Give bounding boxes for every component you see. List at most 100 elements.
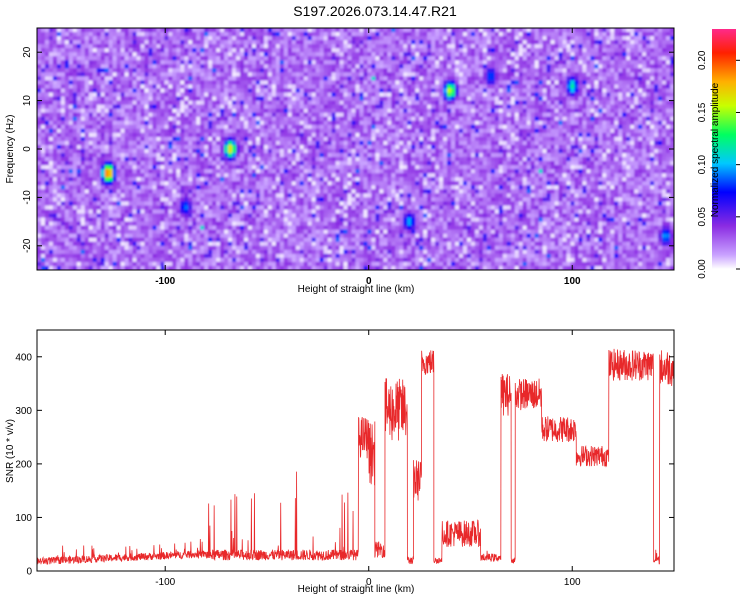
spectrogram-cell	[180, 52, 185, 57]
spectrogram-cell	[255, 265, 261, 270]
spectrogram-cell	[355, 100, 361, 106]
spectrogram-cell	[140, 80, 146, 86]
spectrogram-cell	[335, 213, 341, 219]
spectrogram-cell	[196, 84, 201, 90]
spectrogram-cell	[96, 44, 102, 49]
spectrogram-cell	[259, 229, 265, 235]
spectrogram-cell	[64, 108, 70, 114]
spectrogram-cell	[208, 116, 213, 122]
spectrogram-cell	[84, 108, 90, 114]
spectrogram-cell	[192, 56, 197, 61]
spectrogram-cell	[168, 257, 173, 263]
spectrogram-cell	[84, 120, 90, 126]
spectrogram-cell	[80, 209, 86, 215]
spectrogram-cell	[307, 233, 313, 239]
spectrogram-cell	[156, 80, 162, 86]
spectrogram-cell	[188, 40, 193, 45]
spectrogram-cell	[68, 237, 74, 243]
spectrogram-cell	[367, 68, 373, 73]
spectrogram-cell	[303, 161, 309, 166]
spectrogram-cell	[104, 233, 110, 239]
spectrogram-cell	[279, 68, 285, 73]
spectrogram-cell	[132, 32, 138, 37]
spectrogram-cell	[259, 128, 265, 134]
spectrogram-cell	[184, 173, 189, 178]
spectrogram-cell	[228, 241, 233, 247]
spectrogram-cell	[96, 233, 102, 239]
spectrogram-cell	[323, 205, 329, 211]
spectrogram-cell	[152, 100, 158, 106]
spectrogram-cell	[240, 120, 245, 126]
spectrogram-cell	[148, 32, 154, 37]
spectrogram-cell	[44, 56, 50, 61]
spectrogram-cell	[335, 161, 341, 166]
spectrogram-cell	[351, 132, 357, 138]
spectrogram-cell	[307, 221, 313, 227]
spectrogram-cell	[283, 36, 289, 41]
spectrogram-cell	[156, 209, 162, 215]
spectrogram-cell	[112, 189, 118, 194]
spectrogram-cell	[84, 265, 90, 270]
spectrogram-cell	[188, 165, 193, 170]
spectrogram-cell	[168, 112, 173, 118]
spectrogram-cell	[327, 185, 333, 190]
spectrogram-cell	[56, 48, 62, 53]
spectrogram-cell	[172, 205, 177, 211]
spectrogram-cell	[172, 124, 177, 130]
spectrogram-cell	[172, 84, 177, 90]
spectrogram-cell	[60, 120, 66, 126]
spectrogram-cell	[48, 84, 54, 90]
spectrogram-cell	[299, 209, 305, 215]
spectrogram-cell	[259, 40, 265, 45]
spectrogram-cell	[56, 40, 62, 45]
spectrogram-cell	[184, 88, 189, 94]
spectrogram-cell	[311, 217, 317, 223]
spectrogram-cell	[343, 84, 349, 90]
spectrogram-cell	[263, 173, 269, 178]
spectrogram-cell	[128, 193, 134, 198]
spectrogram-cell	[283, 124, 289, 130]
spectrogram-cell	[339, 96, 345, 102]
spectrogram-cell	[68, 120, 74, 126]
spectrogram-cell	[271, 108, 277, 114]
spectrogram-cell	[343, 44, 349, 49]
spectrogram-cell	[64, 249, 70, 255]
spectrogram-cell	[92, 68, 98, 73]
spectrogram-cell	[232, 124, 237, 130]
spectrogram-cell	[232, 173, 237, 178]
spectrogram-cell	[176, 116, 181, 122]
spectrogram-cell	[363, 225, 369, 231]
spectrogram-cell	[108, 157, 114, 162]
spectrogram-cell	[208, 189, 213, 194]
spectrogram-cell	[188, 52, 193, 57]
spectrogram-cell	[124, 233, 130, 239]
spectrogram-cell	[176, 161, 181, 166]
spectrogram-cell	[303, 261, 309, 267]
spectrogram-cell	[60, 52, 66, 57]
spectrogram-cell	[212, 64, 217, 69]
spectrogram-cell	[80, 189, 86, 194]
spectrogram-cell	[68, 128, 74, 134]
spectrogram-cell	[251, 104, 257, 110]
spectrogram-cell	[343, 205, 349, 211]
spectrogram-cell	[60, 128, 66, 134]
spectrogram-cell	[343, 265, 349, 270]
spectrogram-cell	[355, 80, 361, 86]
spectrogram-cell	[64, 169, 70, 174]
spectrogram-cell	[200, 108, 205, 114]
spectrogram-cell	[156, 225, 162, 231]
spectrogram-cell	[363, 32, 369, 37]
spectrogram-cell	[347, 60, 353, 65]
spectrogram-cell	[52, 124, 58, 130]
spectrogram-cell	[244, 257, 249, 263]
spectrogram-cell	[200, 205, 205, 211]
spectrogram-cell	[244, 245, 249, 251]
spectrogram-cell	[359, 157, 365, 162]
spectrogram-cell	[180, 64, 185, 69]
spectrogram-cell	[188, 120, 193, 126]
spectrogram-cell	[212, 229, 217, 235]
spectrogram-cell	[76, 116, 82, 122]
spectrogram-cell	[144, 213, 150, 219]
spectrogram-cell	[116, 181, 122, 186]
spectrogram-cell	[156, 261, 162, 267]
